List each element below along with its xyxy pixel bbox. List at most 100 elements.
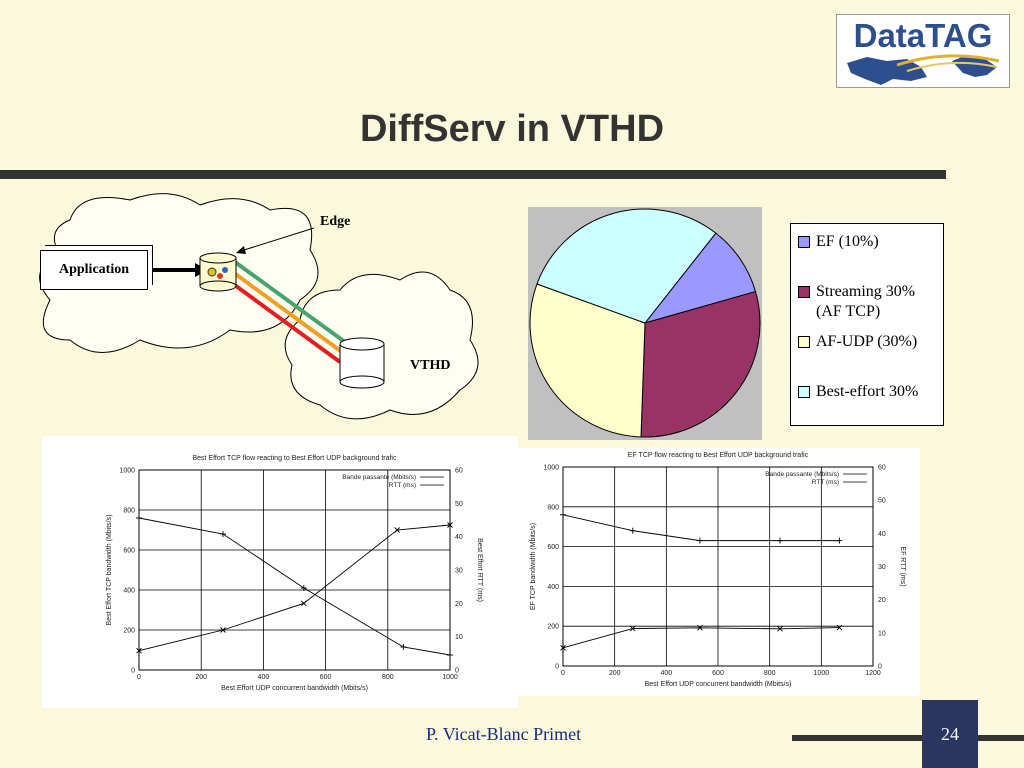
y-tick-label: 800	[547, 504, 559, 511]
ef-plot-panel: EF TCP flow reacting to Best Effort UDP …	[518, 448, 920, 696]
legend-series-label: Bande passante (Mbits/s)	[342, 474, 416, 481]
y-axis-label: Best Effort TCP bandwidth (Mbits/s)	[106, 515, 113, 626]
legend-series-label: RTT (ms)	[389, 482, 416, 489]
y-tick-label: 1000	[543, 465, 559, 472]
x-tick-label: 600	[320, 674, 332, 681]
pie-slice-1	[640, 290, 761, 438]
y-tick-label: 200	[123, 628, 135, 635]
legend-swatch-ef	[798, 236, 810, 248]
plot-frame	[138, 469, 451, 671]
x-tick-label: 0	[561, 670, 565, 677]
y2-tick-label: 20	[878, 597, 886, 604]
vthd-label: VTHD	[410, 358, 451, 373]
y-axis-label: EF TCP bandwidth (Mbits/s)	[530, 523, 537, 610]
plot-title: Best Effort TCP flow reacting to Best Ef…	[192, 455, 397, 462]
best-effort-plot-panel: Best Effort TCP flow reacting to Best Ef…	[42, 436, 518, 708]
x-tick-label: 200	[609, 670, 621, 677]
y2-tick-label: 50	[878, 498, 886, 505]
legend-series-label: RTT (ms)	[812, 479, 839, 486]
y2-tick-label: 0	[878, 664, 882, 671]
red-flow-line	[223, 276, 342, 364]
x-tick-label: 0	[137, 674, 141, 681]
legend-item-best-effort: Best-effort 30%	[798, 382, 942, 402]
data-point-marker	[777, 626, 783, 632]
y2-tick-label: 60	[455, 468, 463, 475]
data-point-marker	[300, 585, 307, 591]
y2-tick-label: 40	[878, 531, 886, 538]
series-line-1	[562, 627, 840, 649]
y2-tick-label: 20	[455, 601, 463, 608]
data-point-marker	[560, 644, 566, 651]
slide-title: DiffServ in VTHD	[359, 108, 665, 150]
y-tick-label: 400	[547, 584, 559, 591]
y-tick-label: 1000	[119, 468, 135, 475]
y2-tick-label: 60	[878, 465, 886, 472]
ef-line-chart: EF TCP flow reacting to Best Effort UDP …	[530, 452, 906, 688]
y-tick-label: 400	[123, 588, 135, 595]
legend-label-af-udp: AF-UDP (30%)	[816, 333, 918, 350]
legend-item-af-udp: AF-UDP (30%)	[798, 332, 942, 352]
legend-swatch-streaming	[798, 286, 810, 298]
title-divider	[0, 170, 946, 179]
x-tick-label: 800	[764, 670, 776, 677]
data-point-marker	[136, 647, 142, 654]
data-point-marker	[400, 644, 407, 650]
data-point-marker	[447, 522, 453, 528]
data-point-marker	[629, 625, 636, 632]
data-point-marker	[836, 624, 843, 631]
x-tick-label: 200	[195, 674, 207, 681]
legend-swatch-best-effort	[798, 386, 810, 398]
application-box: Application	[40, 250, 148, 290]
y2-tick-label: 50	[455, 501, 463, 508]
data-point-marker	[560, 511, 566, 518]
y2-tick-label: 10	[455, 634, 463, 641]
logo-text: DataTAG	[853, 17, 993, 54]
network-diagram: Application Edge VTHD	[30, 190, 500, 430]
legend-label-ef: EF (10%)	[816, 233, 879, 250]
y-tick-label: 0	[555, 664, 559, 671]
pie-chart-area	[528, 207, 762, 440]
y-tick-label: 800	[123, 508, 135, 515]
x-tick-label: 400	[660, 670, 672, 677]
legend-label-best-effort: Best-effort 30%	[816, 383, 919, 400]
series-line-0	[138, 517, 451, 656]
y-tick-label: 600	[123, 548, 135, 555]
page-number: 24	[941, 724, 959, 744]
y2-tick-label: 30	[455, 568, 463, 575]
pie-slice-2	[529, 283, 646, 438]
edge-label: Edge	[320, 214, 351, 229]
diagram-graphic	[39, 193, 479, 420]
page-number-box: 24	[922, 700, 978, 768]
series-line-0	[562, 514, 840, 542]
y-tick-label: 600	[547, 544, 559, 551]
y2-tick-label: 0	[455, 668, 459, 675]
pie-slice-0	[643, 232, 757, 324]
x-tick-label: 600	[712, 670, 724, 677]
x-tick-label: 1200	[865, 670, 881, 677]
x-tick-label: 1000	[814, 670, 830, 677]
edge-router-icon	[199, 252, 237, 292]
y2-tick-label: 10	[878, 630, 886, 637]
plot-title: EF TCP flow reacting to Best Effort UDP …	[628, 452, 809, 459]
data-point-marker	[220, 627, 226, 633]
legend-item-ef: EF (10%)	[798, 232, 942, 252]
data-point-marker	[777, 537, 783, 544]
y2-tick-label: 40	[455, 534, 463, 541]
pie-legend: EF (10%) Streaming 30% (AF TCP) AF-UDP (…	[790, 223, 944, 426]
data-point-marker	[836, 537, 843, 544]
orange-flow-line	[228, 268, 344, 354]
datatag-logo: DataTAG	[836, 14, 1010, 88]
legend-item-streaming: Streaming 30% (AF TCP)	[798, 282, 942, 322]
y2-axis-label: EF RTT (ms)	[899, 546, 906, 586]
legend-series-label: Bande passante (Mbits/s)	[765, 471, 839, 478]
data-point-marker	[136, 515, 142, 521]
x-axis-label: Best Effort UDP concurrent bandwidth (Mb…	[221, 685, 368, 692]
y-tick-label: 0	[131, 668, 135, 675]
legend-label-streaming: Streaming 30% (AF TCP)	[816, 283, 916, 320]
footer-divider	[792, 735, 922, 741]
series-line-1	[138, 524, 451, 652]
y2-tick-label: 30	[878, 564, 886, 571]
x-axis-label: Best Effort UDP concurrent bandwidth (Mb…	[645, 681, 792, 688]
vthd-storage-icon	[339, 337, 385, 389]
data-point-marker	[629, 527, 636, 534]
